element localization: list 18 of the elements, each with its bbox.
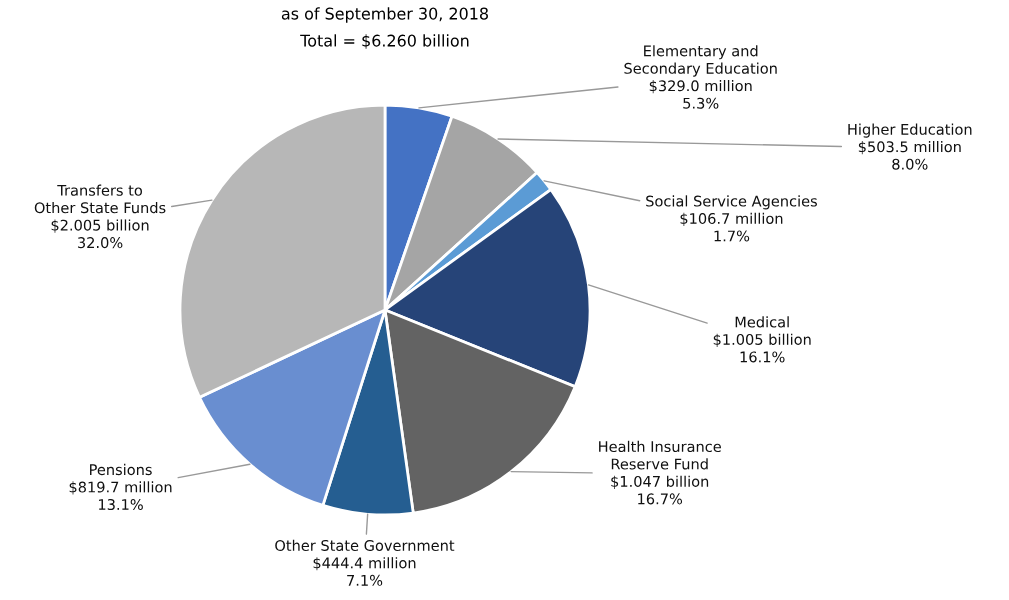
slice-label: Medical	[735, 316, 789, 328]
data-label: $444.4 million 7.1%	[313, 557, 416, 586]
data-label: $1.047 billion 16.7%	[611, 475, 709, 505]
slice-label: Elementary and Secondary Education	[624, 45, 777, 77]
data-label: $106.7 million 1.7%	[680, 212, 783, 242]
chart-subtitle: Total = $6.260 billion	[300, 34, 469, 49]
slice-label: Health Insurance Reserve Fund	[599, 440, 721, 470]
data-label: $1.005 billion 16.1%	[713, 333, 811, 363]
data-label: $819.7 million 13.1%	[69, 481, 172, 511]
slice-label: Transfers to Other State Funds	[34, 184, 166, 214]
data-label: $2.005 billion 32.0%	[51, 219, 149, 249]
data-label: $329.0 million 5.3%	[649, 80, 752, 109]
slice-label: Social Service Agencies	[646, 195, 817, 210]
slice-label: Other State Government	[275, 539, 455, 551]
slice-label: Higher Education	[848, 123, 972, 138]
chart-title: as of September 30, 2018	[281, 7, 488, 23]
slice-label: Pensions	[90, 463, 152, 476]
data-label: $503.5 million 8.0%	[858, 140, 961, 170]
